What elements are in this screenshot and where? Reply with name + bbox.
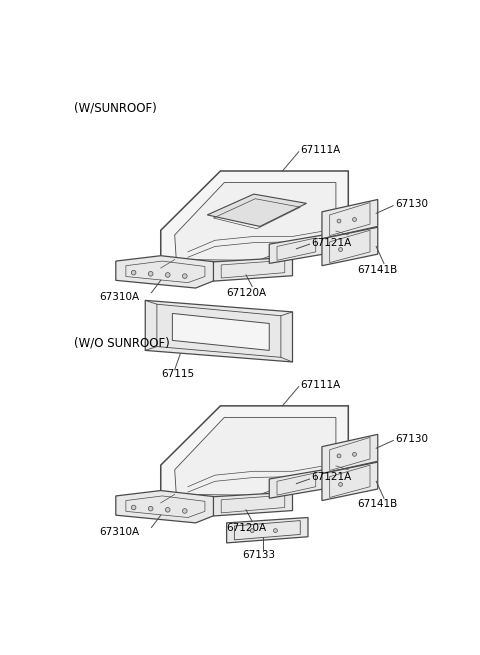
Polygon shape (172, 314, 269, 350)
Circle shape (148, 271, 153, 276)
Polygon shape (269, 235, 324, 263)
Text: (W/O SUNROOF): (W/O SUNROOF) (74, 336, 170, 349)
Circle shape (274, 529, 277, 533)
Circle shape (337, 454, 341, 458)
Polygon shape (145, 301, 292, 362)
Circle shape (353, 217, 357, 221)
Text: 67141B: 67141B (357, 499, 397, 510)
Text: 67310A: 67310A (99, 292, 139, 302)
Text: 67130: 67130 (395, 199, 428, 209)
Text: (W/SUNROOF): (W/SUNROOF) (74, 102, 156, 115)
Circle shape (250, 529, 254, 533)
Circle shape (337, 219, 341, 223)
Text: 67111A: 67111A (300, 145, 340, 155)
Circle shape (353, 453, 357, 457)
Circle shape (132, 505, 136, 510)
Polygon shape (214, 257, 292, 281)
Text: 67310A: 67310A (99, 527, 139, 537)
Circle shape (338, 248, 343, 252)
Polygon shape (207, 194, 306, 227)
Polygon shape (269, 470, 324, 498)
Circle shape (166, 272, 170, 277)
Text: 67120A: 67120A (226, 288, 266, 297)
Polygon shape (322, 434, 378, 474)
Polygon shape (322, 462, 378, 500)
Polygon shape (227, 517, 308, 543)
Polygon shape (175, 417, 336, 495)
Circle shape (166, 508, 170, 512)
Text: 67121A: 67121A (311, 472, 351, 483)
Text: 67120A: 67120A (226, 523, 266, 533)
Polygon shape (322, 227, 378, 266)
Text: 67121A: 67121A (311, 238, 351, 248)
Text: 67133: 67133 (242, 550, 275, 560)
Circle shape (132, 271, 136, 275)
Polygon shape (214, 492, 292, 516)
Polygon shape (116, 255, 215, 288)
Text: 67141B: 67141B (357, 265, 397, 274)
Text: 67115: 67115 (161, 369, 194, 379)
Text: 67111A: 67111A (300, 380, 340, 390)
Polygon shape (161, 171, 348, 268)
Polygon shape (322, 200, 378, 239)
Circle shape (338, 483, 343, 486)
Text: 67130: 67130 (395, 434, 428, 444)
Polygon shape (116, 491, 215, 523)
Circle shape (182, 274, 187, 278)
Circle shape (182, 509, 187, 514)
Polygon shape (175, 183, 336, 260)
Circle shape (148, 506, 153, 511)
Polygon shape (161, 406, 348, 503)
